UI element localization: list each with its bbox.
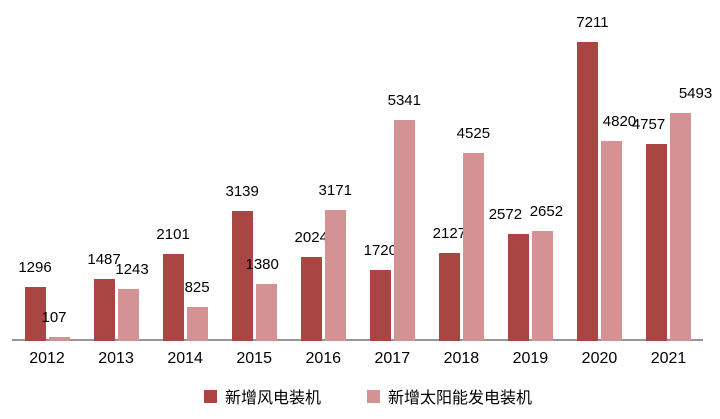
bar: [438, 252, 460, 341]
bar: [255, 283, 277, 341]
bar: [531, 231, 553, 341]
x-tick-label: 2016: [305, 350, 342, 367]
legend-label: 新增太阳能发电装机: [388, 390, 533, 407]
bar-value-label: 2652: [529, 203, 564, 221]
bar-value-label: 2127: [432, 224, 467, 242]
bar: [186, 306, 208, 341]
bar-value-label: 4820: [602, 113, 637, 131]
bar-value-label: 4757: [631, 115, 666, 133]
bar: [462, 153, 484, 341]
bar-value-label: 4525: [456, 125, 491, 143]
legend-swatch-icon: [203, 389, 217, 403]
x-axis-line: [12, 339, 703, 341]
bar-value-label: 2572: [488, 206, 523, 224]
bar: [600, 141, 622, 341]
x-tick-label: 2013: [98, 350, 134, 367]
x-tick-label: 2012: [29, 350, 65, 367]
bar-value-label: 1296: [18, 259, 52, 277]
bar: [48, 336, 70, 341]
x-tick-label: 2014: [167, 350, 203, 367]
bar-value-label: 7211: [576, 14, 609, 31]
bar: [646, 143, 668, 341]
bar-value-label: 1243: [115, 261, 149, 279]
bar-value-label: 3171: [318, 181, 352, 199]
bar-value-label: 2024: [294, 229, 328, 247]
bar: [393, 119, 415, 341]
bar: [162, 253, 184, 341]
bar-value-label: 1487: [87, 251, 121, 269]
x-tick-label: 2019: [512, 350, 549, 367]
bar-value-label: 1380: [245, 255, 279, 273]
bar-value-label: 1720: [363, 241, 397, 259]
bar: [117, 289, 139, 341]
bar-value-label: 107: [41, 308, 67, 326]
bar: [576, 42, 598, 341]
bar: [507, 234, 529, 341]
bar-value-label: 5493: [678, 85, 713, 103]
bar: [93, 279, 115, 341]
legend-label: 新增风电装机: [224, 390, 321, 407]
x-tick-label: 2021: [650, 350, 687, 367]
x-tick-label: 2015: [236, 350, 272, 367]
bar: [24, 287, 46, 341]
bar: [670, 113, 692, 341]
legend-item: 新增风电装机: [203, 384, 321, 408]
bar-value-label: 825: [184, 278, 210, 296]
bar-value-label: 5341: [387, 91, 421, 109]
x-tick-label: 2018: [443, 350, 480, 367]
x-tick-label: 2017: [374, 350, 411, 367]
legend-swatch-icon: [367, 389, 380, 403]
bar-value-label: 2101: [156, 225, 190, 243]
legend-item: 新增太阳能发电装机: [367, 384, 532, 408]
bar: [324, 209, 346, 341]
bar: [231, 210, 253, 341]
bar: [369, 269, 391, 341]
chart-legend: 新增风电装机 新增太阳能发电装机: [8, 384, 720, 408]
x-tick-label: 2020: [581, 350, 618, 367]
bar: [300, 257, 322, 341]
bar-value-label: 3139: [225, 182, 259, 200]
